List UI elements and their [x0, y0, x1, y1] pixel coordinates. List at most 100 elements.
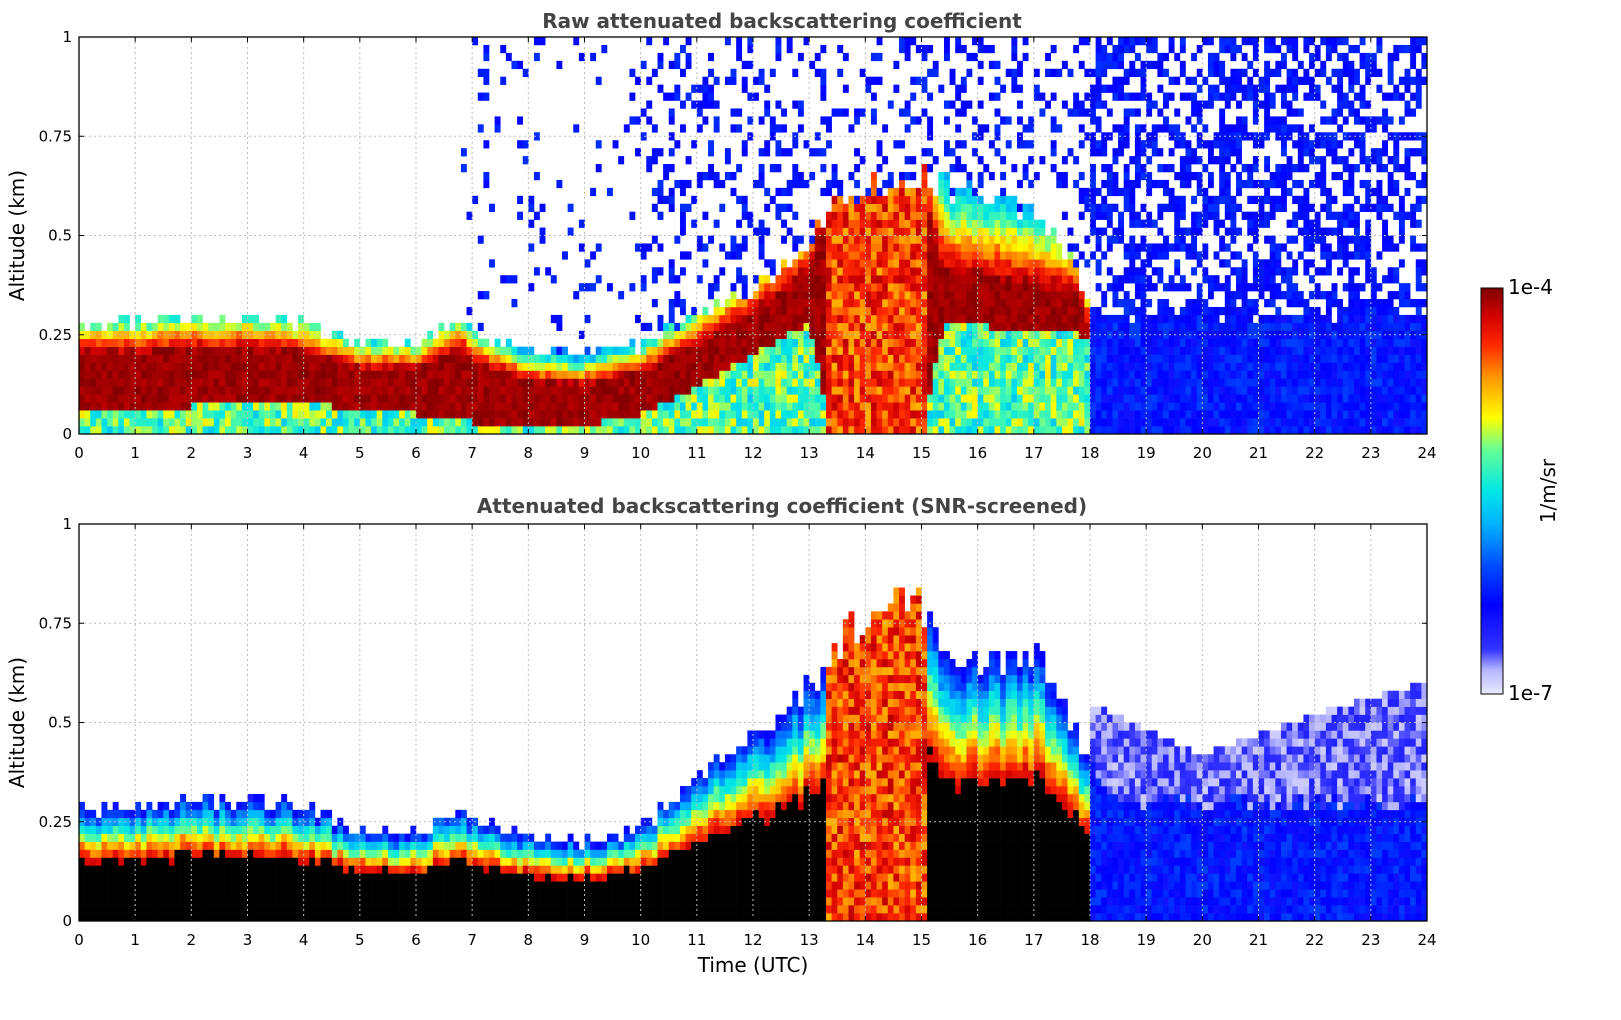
heatmap-cell: [730, 418, 737, 427]
heatmap-cell: [1168, 164, 1175, 173]
heatmap-cell: [118, 378, 125, 387]
heatmap-cell: [1230, 402, 1237, 411]
heatmap-cell: [826, 378, 832, 387]
heatmap-cell: [1123, 275, 1130, 284]
heatmap-cell: [904, 259, 911, 268]
heatmap-cell: [932, 235, 939, 244]
heatmap-cell: [1224, 410, 1231, 419]
heatmap-cell: [1185, 410, 1192, 419]
heatmap-cell: [932, 354, 939, 363]
heatmap-cell: [174, 314, 181, 324]
heatmap-cell: [927, 164, 934, 173]
heatmap-cell: [101, 410, 108, 419]
heatmap-cell: [1045, 386, 1051, 395]
heatmap-cell: [994, 203, 1001, 212]
heatmap-cell: [135, 314, 142, 324]
heatmap-cell: [1000, 410, 1007, 419]
heatmap-cell: [84, 354, 91, 363]
heatmap-cell: [399, 394, 406, 403]
heatmap-cell: [932, 338, 939, 347]
heatmap-cell: [1196, 338, 1203, 347]
heatmap-cell: [904, 338, 911, 347]
heatmap-cell: [899, 322, 905, 332]
heatmap-cell: [663, 330, 670, 340]
heatmap-cell: [618, 362, 625, 371]
heatmap-cell: [1264, 156, 1271, 165]
heatmap-cell: [1168, 370, 1175, 379]
heatmap-cell: [1269, 275, 1276, 284]
heatmap-cell: [247, 378, 254, 387]
heatmap-cell: [741, 346, 748, 355]
heatmap-cell: [977, 291, 984, 300]
heatmap-cell: [1230, 84, 1237, 93]
heatmap-cell: [854, 235, 861, 244]
heatmap-cell: [1151, 386, 1158, 395]
heatmap-cell: [904, 195, 911, 205]
heatmap-cell: [1258, 354, 1265, 363]
heatmap-cell: [708, 314, 714, 324]
heatmap-cell: [1078, 338, 1085, 347]
heatmap-cell: [427, 338, 434, 347]
heatmap-cell: [1146, 243, 1153, 252]
heatmap-cell: [522, 346, 529, 355]
heatmap-cell: [1185, 338, 1192, 347]
heatmap-cell: [691, 362, 698, 371]
heatmap-cell: [1224, 418, 1231, 427]
heatmap-cell: [1213, 203, 1220, 212]
heatmap-cell: [960, 275, 967, 284]
heatmap-cell: [915, 259, 922, 268]
heatmap-cell: [842, 402, 849, 411]
heatmap-cell: [949, 148, 956, 157]
heatmap-cell: [955, 84, 962, 93]
heatmap-cell: [281, 370, 288, 379]
heatmap-cell: [809, 394, 816, 403]
heatmap-cell: [679, 418, 686, 427]
heatmap-cell: [966, 267, 973, 276]
heatmap-cell: [1230, 378, 1237, 387]
heatmap-cell: [1045, 52, 1051, 62]
heatmap-cell: [1118, 394, 1124, 403]
heatmap-cell: [893, 267, 900, 276]
heatmap-cell: [298, 426, 304, 435]
heatmap-cell: [927, 378, 934, 387]
heatmap-cell: [736, 370, 743, 379]
heatmap-cell: [932, 243, 939, 252]
heatmap-cell: [1022, 259, 1029, 268]
heatmap-cell: [640, 243, 647, 252]
heatmap-cell: [781, 394, 787, 403]
heatmap-cell: [1118, 140, 1124, 149]
heatmap-cell: [1196, 219, 1203, 228]
heatmap-cell: [1106, 314, 1113, 324]
heatmap-cell: [1005, 203, 1012, 212]
heatmap-cell: [972, 211, 978, 220]
heatmap-cell: [865, 267, 872, 276]
heatmap-cell: [1213, 92, 1220, 101]
heatmap-cell: [882, 378, 889, 387]
heatmap-cell: [157, 410, 164, 419]
heatmap-cell: [505, 426, 512, 435]
heatmap-cell: [899, 330, 905, 340]
heatmap-cell: [1101, 148, 1108, 157]
heatmap-cell: [612, 354, 619, 363]
heatmap-cell: [1005, 394, 1012, 403]
heatmap-cell: [899, 314, 905, 324]
heatmap-cell: [1157, 354, 1164, 363]
heatmap-cell: [708, 370, 714, 379]
heatmap-cell: [1140, 386, 1147, 395]
heatmap-cell: [1022, 314, 1029, 324]
heatmap-cell: [1202, 354, 1209, 363]
heatmap-cell: [286, 378, 293, 387]
heatmap-cell: [1134, 394, 1141, 403]
heatmap-cell: [949, 322, 956, 332]
heatmap-cell: [1151, 251, 1158, 260]
heatmap-cell: [820, 306, 827, 316]
heatmap-cell: [1151, 418, 1158, 427]
heatmap-cell: [225, 330, 231, 340]
heatmap-cell: [994, 314, 1001, 324]
heatmap-cell: [612, 418, 619, 427]
heatmap-cell: [1033, 330, 1040, 340]
heatmap-cell: [1151, 354, 1158, 363]
heatmap-cell: [837, 362, 844, 371]
heatmap-cell: [848, 219, 855, 228]
heatmap-cell: [859, 306, 866, 316]
